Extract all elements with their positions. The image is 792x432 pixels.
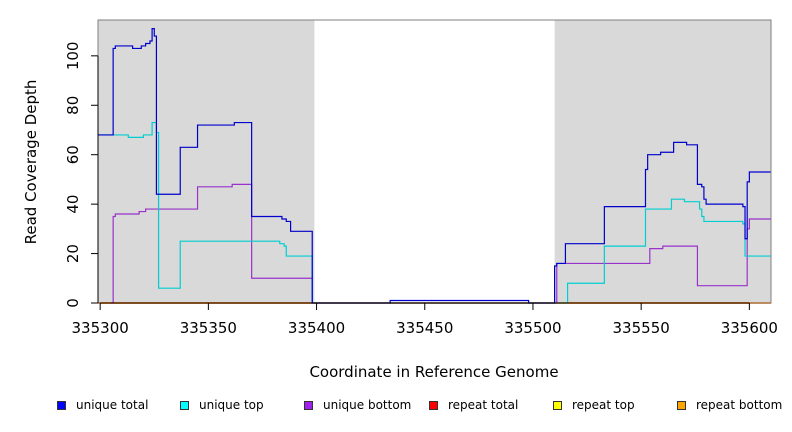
shaded-regions [98, 20, 771, 303]
x-tick-label: 335500 [504, 319, 561, 337]
legend-label: repeat total [448, 398, 519, 412]
legend-swatch [304, 400, 313, 410]
x-tick-label: 335350 [180, 319, 237, 337]
legend-swatch [677, 400, 686, 410]
y-tick-label: 60 [64, 145, 82, 164]
x-axis: 335300 335350 335400 335450 335500 335550 3356… [72, 302, 778, 337]
legend-item-repeat-total: repeat total [429, 398, 518, 412]
legend-item-unique-total: unique total [57, 398, 148, 412]
x-tick-label: 335600 [721, 319, 778, 337]
legend-item-unique-top: unique top [180, 398, 264, 412]
legend-label: repeat top [572, 398, 635, 412]
legend-swatch [429, 400, 438, 410]
legend-label: unique top [199, 398, 264, 412]
legend-swatch [57, 400, 66, 410]
x-tick-label: 335450 [396, 319, 453, 337]
x-tick-label: 335300 [72, 319, 129, 337]
y-axis: 0 20 40 60 80 100 [64, 42, 99, 308]
legend-swatch [180, 400, 189, 410]
legend-item-repeat-bottom: repeat bottom [677, 398, 782, 412]
y-tick-label: 20 [64, 244, 82, 263]
y-tick-label: 40 [64, 195, 82, 214]
y-tick-label: 80 [64, 96, 82, 115]
x-tick-label: 335400 [288, 319, 345, 337]
legend-item-unique-bottom: unique bottom [304, 398, 411, 412]
legend-item-repeat-top: repeat top [553, 398, 635, 412]
legend: unique total unique top unique bottom re… [0, 398, 792, 420]
series-unique-bottom-line [110, 183, 771, 304]
legend-label: repeat bottom [696, 398, 783, 412]
shaded-region [98, 20, 315, 303]
y-tick-label: 100 [64, 42, 82, 71]
legend-swatch [553, 400, 562, 410]
x-axis-title: Coordinate in Reference Genome [309, 363, 558, 381]
legend-label: unique bottom [323, 398, 412, 412]
series-unique-total-line [98, 28, 771, 304]
y-tick-label: 0 [64, 298, 82, 308]
shaded-region [554, 20, 771, 303]
legend-label: unique total [76, 398, 149, 412]
x-tick-label: 335550 [613, 319, 670, 337]
y-axis-title: Read Coverage Depth [22, 80, 40, 245]
